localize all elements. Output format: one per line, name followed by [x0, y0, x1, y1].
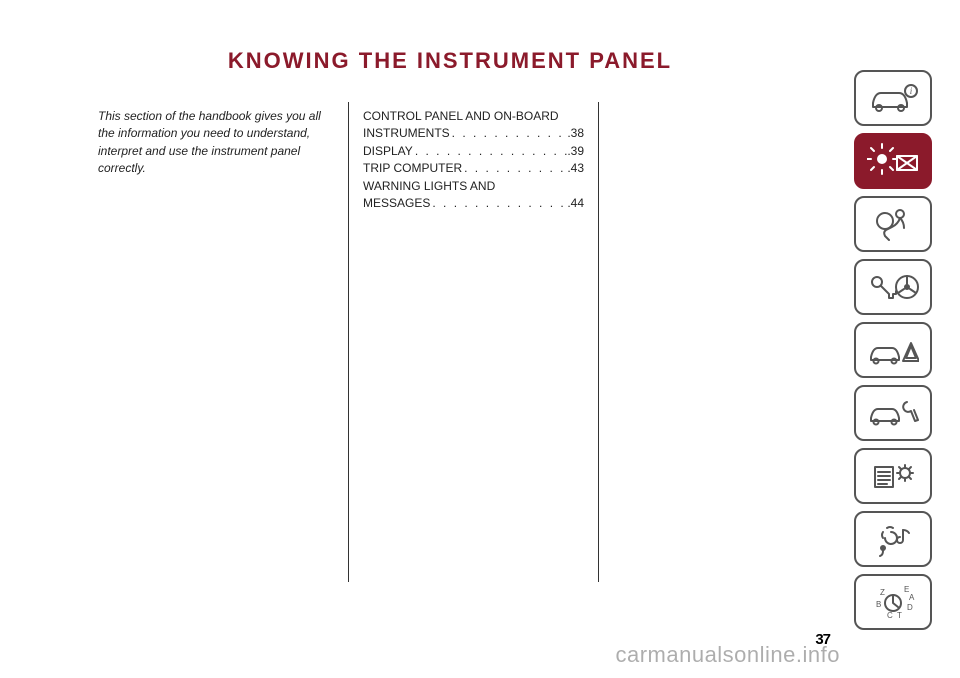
toc-label: CONTROL PANEL AND ON-BOARD: [363, 108, 584, 125]
tab-index[interactable]: Z B C T D A E: [854, 574, 932, 630]
car-service-icon: [867, 394, 919, 432]
settings-doc-icon: [867, 457, 919, 495]
tab-servicing-and-maintenance[interactable]: [854, 385, 932, 441]
svg-text:Z: Z: [880, 588, 885, 597]
warning-lights-icon: [867, 142, 919, 180]
manual-page: KNOWING THE INSTRUMENT PANEL This sectio…: [0, 0, 960, 678]
car-hazard-icon: [867, 331, 919, 369]
svg-text:A: A: [909, 593, 915, 602]
tab-technical-specifications[interactable]: [854, 448, 932, 504]
toc-label: WARNING LIGHTS AND: [363, 178, 584, 195]
tab-knowing-your-car[interactable]: i: [854, 70, 932, 126]
toc-entry: CONTROL PANEL AND ON-BOARD INSTRUMENTS .…: [363, 108, 584, 143]
tab-in-emergency[interactable]: [854, 322, 932, 378]
toc-leader-dots: [450, 125, 568, 142]
empty-column: [598, 102, 848, 582]
intro-column: This section of the handbook gives you a…: [98, 102, 348, 582]
toc-entry: WARNING LIGHTS AND MESSAGES .44: [363, 178, 584, 213]
toc-page-number: .39: [567, 143, 584, 160]
index-icon: Z B C T D A E: [867, 583, 919, 621]
toc-label: MESSAGES: [363, 195, 430, 212]
toc-entry: DISPLAY .39: [363, 143, 584, 160]
content-columns: This section of the handbook gives you a…: [98, 102, 960, 582]
toc-page-number: .38: [567, 125, 584, 142]
toc-entry: TRIP COMPUTER .43: [363, 160, 584, 177]
toc-column: CONTROL PANEL AND ON-BOARD INSTRUMENTS .…: [348, 102, 598, 582]
toc-leader-dots: [430, 195, 567, 212]
tab-knowing-instrument-panel[interactable]: [854, 133, 932, 189]
svg-text:E: E: [904, 585, 909, 594]
svg-text:B: B: [876, 600, 881, 609]
svg-text:D: D: [907, 603, 913, 612]
svg-text:i: i: [910, 86, 913, 96]
multimedia-icon: [867, 520, 919, 558]
airbag-icon: [867, 205, 919, 243]
svg-text:T: T: [897, 611, 902, 620]
watermark-text: carmanualsonline.info: [615, 642, 840, 668]
tab-starting-and-driving[interactable]: [854, 259, 932, 315]
section-title: KNOWING THE INSTRUMENT PANEL: [80, 48, 820, 74]
tab-multimedia[interactable]: [854, 511, 932, 567]
car-info-icon: i: [867, 79, 919, 117]
toc-leader-dots: [462, 160, 567, 177]
intro-text: This section of the handbook gives you a…: [98, 108, 334, 178]
toc-leader-dots: [413, 143, 568, 160]
key-steering-icon: [867, 268, 919, 306]
toc-label: TRIP COMPUTER: [363, 160, 462, 177]
svg-text:C: C: [887, 611, 893, 620]
toc-page-number: .44: [567, 195, 584, 212]
tab-safety[interactable]: [854, 196, 932, 252]
section-tabs-sidebar: i: [854, 70, 932, 630]
toc-label: INSTRUMENTS: [363, 125, 450, 142]
toc-page-number: .43: [567, 160, 584, 177]
toc-label: DISPLAY: [363, 143, 413, 160]
